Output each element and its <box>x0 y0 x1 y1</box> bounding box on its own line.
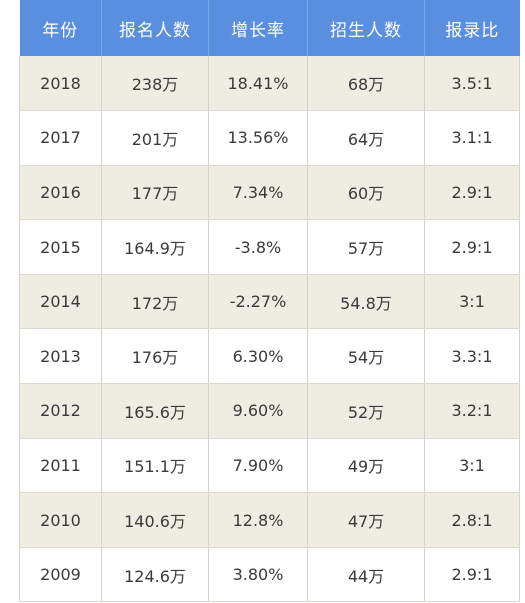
ratio-cell: 3:1 <box>424 438 520 494</box>
enrollment-cell: 57万 <box>307 219 425 275</box>
year-cell: 2011 <box>19 438 102 494</box>
applicants-cell: 165.6万 <box>101 383 209 439</box>
ratio-cell: 2.9:1 <box>424 219 520 275</box>
applicants-cell: 177万 <box>101 165 209 221</box>
table-row: 2015 164.9万 -3.8% 57万 2.9:1 <box>19 219 520 275</box>
table-row: 2013 176万 6.30% 54万 3.3:1 <box>19 328 520 385</box>
table-row: 2010 140.6万 12.8% 47万 2.8:1 <box>19 492 520 548</box>
applicants-cell: 151.1万 <box>101 438 209 494</box>
year-cell: 2013 <box>19 328 102 385</box>
header-year: 年份 <box>19 0 102 56</box>
enrollment-cell: 54万 <box>307 328 425 385</box>
year-cell: 2016 <box>19 165 102 221</box>
growth-rate-cell: 6.30% <box>208 328 308 385</box>
table-body: 2018 238万 18.41% 68万 3.5:1 2017 201万 13.56% 64万 3… <box>19 56 520 603</box>
header-ratio: 报录比 <box>424 0 520 56</box>
enrollment-cell: 44万 <box>307 547 425 603</box>
enrollment-cell: 64万 <box>307 110 425 166</box>
applicants-cell: 238万 <box>101 56 209 112</box>
growth-rate-cell: 7.34% <box>208 165 308 221</box>
table-row: 2018 238万 18.41% 68万 3.5:1 <box>19 56 520 112</box>
enrollment-cell: 47万 <box>307 492 425 548</box>
growth-rate-cell: 12.8% <box>208 492 308 548</box>
enrollment-cell: 52万 <box>307 383 425 439</box>
header-enrollment: 招生人数 <box>307 0 425 56</box>
growth-rate-cell: -3.8% <box>208 219 308 275</box>
applicants-cell: 176万 <box>101 328 209 385</box>
year-cell: 2009 <box>19 547 102 603</box>
table-row: 2014 172万 -2.27% 54.8万 3:1 <box>19 274 520 330</box>
year-cell: 2018 <box>19 56 102 112</box>
year-cell: 2017 <box>19 110 102 166</box>
growth-rate-cell: 7.90% <box>208 438 308 494</box>
table-row: 2016 177万 7.34% 60万 2.9:1 <box>19 165 520 221</box>
applicants-cell: 124.6万 <box>101 547 209 603</box>
table-header: 年份 报名人数 增长率 招生人数 报录比 <box>19 0 520 56</box>
enrollment-cell: 54.8万 <box>307 274 425 330</box>
ratio-cell: 3:1 <box>424 274 520 330</box>
header-row: 年份 报名人数 增长率 招生人数 报录比 <box>19 0 520 56</box>
year-cell: 2010 <box>19 492 102 548</box>
table-row: 2009 124.6万 3.80% 44万 2.9:1 <box>19 547 520 603</box>
applicants-cell: 164.9万 <box>101 219 209 275</box>
year-cell: 2015 <box>19 219 102 275</box>
table-row: 2011 151.1万 7.90% 49万 3:1 <box>19 438 520 494</box>
ratio-cell: 2.9:1 <box>424 547 520 603</box>
growth-rate-cell: -2.27% <box>208 274 308 330</box>
growth-rate-cell: 9.60% <box>208 383 308 439</box>
ratio-cell: 2.8:1 <box>424 492 520 548</box>
year-cell: 2014 <box>19 274 102 330</box>
enrollment-cell: 60万 <box>307 165 425 221</box>
applicants-cell: 140.6万 <box>101 492 209 548</box>
ratio-cell: 3.5:1 <box>424 56 520 112</box>
applicants-cell: 172万 <box>101 274 209 330</box>
growth-rate-cell: 3.80% <box>208 547 308 603</box>
header-growth-rate: 增长率 <box>208 0 308 56</box>
table-row: 2017 201万 13.56% 64万 3.1:1 <box>19 110 520 166</box>
applicants-cell: 201万 <box>101 110 209 166</box>
header-applicants: 报名人数 <box>101 0 209 56</box>
growth-rate-cell: 13.56% <box>208 110 308 166</box>
growth-rate-cell: 18.41% <box>208 56 308 112</box>
year-cell: 2012 <box>19 383 102 439</box>
table-row: 2012 165.6万 9.60% 52万 3.2:1 <box>19 383 520 439</box>
enrollment-cell: 68万 <box>307 56 425 112</box>
ratio-cell: 3.2:1 <box>424 383 520 439</box>
enrollment-cell: 49万 <box>307 438 425 494</box>
admission-stats-table: 年份 报名人数 增长率 招生人数 报录比 2018 238万 18.41% 68万 3.… <box>19 0 520 603</box>
ratio-cell: 2.9:1 <box>424 165 520 221</box>
ratio-cell: 3.3:1 <box>424 328 520 385</box>
ratio-cell: 3.1:1 <box>424 110 520 166</box>
